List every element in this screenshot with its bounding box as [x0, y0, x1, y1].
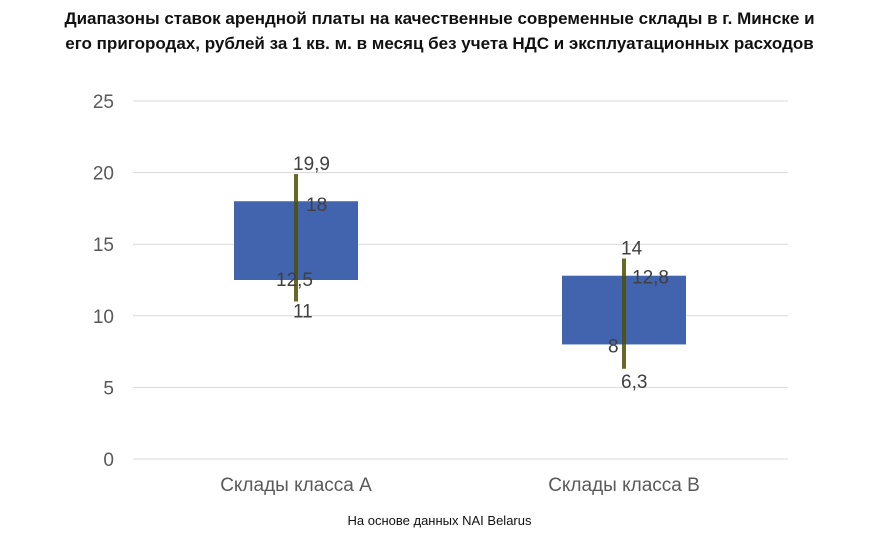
- y-tick-label: 20: [93, 164, 114, 185]
- y-axis: 0 5 10 15 20 25: [93, 92, 114, 471]
- min-value-label: 6,3: [621, 372, 647, 393]
- chart-title-line-2: его пригородах, рублей за 1 кв. м. в мес…: [65, 34, 814, 53]
- high-value-label: 18: [306, 195, 327, 216]
- chart-title-line-1: Диапазоны ставок арендной платы на качес…: [64, 9, 815, 28]
- chart-marks: 19,9 18 12,5 11 14 12,8 86,3: [234, 154, 686, 393]
- range-whisker: [294, 174, 298, 302]
- chart-title: Диапазоны ставок арендной платы на качес…: [0, 6, 879, 56]
- grid-lines: [133, 100, 788, 460]
- low-value-label: 8: [608, 336, 619, 357]
- y-tick-label: 25: [93, 92, 114, 113]
- y-tick-label: 0: [103, 450, 114, 471]
- source-note: На основе данных NAI Belarus: [347, 513, 532, 528]
- x-category-label: Склады класса А: [220, 475, 372, 496]
- y-tick-label: 15: [93, 235, 114, 256]
- y-tick-label: 10: [93, 307, 114, 328]
- low-value-label: 12,5: [276, 270, 313, 291]
- max-value-label: 19,9: [293, 154, 330, 175]
- high-value-label: 12,8: [632, 268, 669, 289]
- x-axis: Склады класса А Склады класса В: [220, 475, 700, 496]
- range-chart: 0 5 10 15 20 25 19,9 18 12,5 11 14 12,8 86,3 Склады…: [93, 92, 788, 496]
- range-whisker: [622, 258, 626, 369]
- max-value-label: 14: [621, 239, 643, 260]
- min-value-label: 11: [293, 301, 313, 322]
- y-tick-label: 5: [103, 378, 114, 399]
- x-category-label: Склады класса В: [548, 475, 700, 496]
